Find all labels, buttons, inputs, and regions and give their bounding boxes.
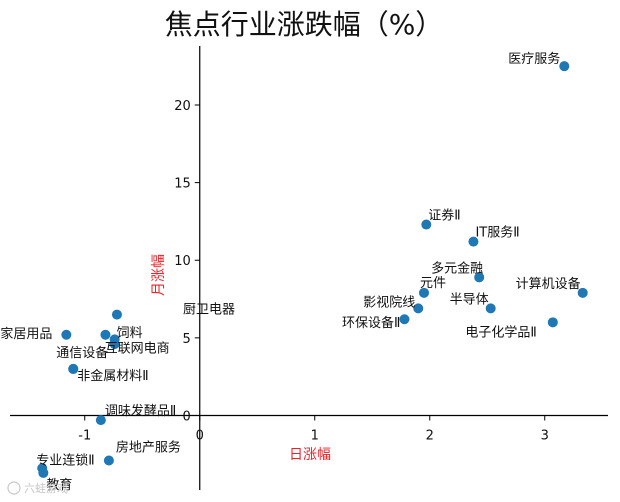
- scatter-point: [547, 317, 558, 328]
- point-label: 电子化学品Ⅱ: [465, 324, 536, 340]
- point-label: 计算机设备: [516, 276, 581, 292]
- scatter-point: [577, 287, 588, 298]
- scatter-point: [111, 309, 122, 320]
- scatter-point: [559, 61, 570, 72]
- scatter-point: [485, 303, 496, 314]
- watermark: 六蛙游戏: [7, 481, 68, 495]
- scatter-point: [61, 329, 72, 340]
- x-tick-label: -1: [78, 428, 91, 443]
- scatter-point: [100, 329, 111, 340]
- point-label: 元件: [420, 276, 446, 291]
- scatter-point: [103, 455, 114, 466]
- y-axis-label: 月涨幅: [151, 254, 167, 296]
- scatter-point: [419, 287, 429, 298]
- y-tick-label: 15: [174, 177, 191, 192]
- scatter-point: [109, 339, 120, 350]
- ticks: -1 0 1 2 3 0 5 10 15 20: [78, 99, 549, 443]
- point-label: 房地产服务: [116, 440, 181, 456]
- x-tick-label: 0: [196, 428, 204, 443]
- data-points: [37, 61, 588, 478]
- point-label: 半导体: [450, 292, 489, 307]
- scatter-point: [399, 314, 410, 325]
- scatter-point: [95, 415, 106, 426]
- point-label: 家居用品: [0, 326, 52, 342]
- y-tick-label: 10: [174, 254, 191, 269]
- scatter-point: [413, 303, 424, 314]
- watermark-text: 六蛙游戏: [24, 482, 68, 495]
- y-tick-label: 0: [182, 409, 190, 424]
- point-label: IT服务Ⅱ: [475, 225, 519, 241]
- point-label: 互联网电商: [105, 341, 170, 356]
- chart-title: 焦点行业涨跌幅（%）: [165, 8, 444, 41]
- point-label: 厨卫电器: [183, 303, 235, 318]
- point-label: 教育: [46, 477, 72, 493]
- point-label: 专业连锁Ⅱ: [36, 452, 94, 468]
- point-label: 多元金融: [431, 260, 483, 276]
- point-label: 环保设备Ⅱ: [342, 315, 400, 331]
- scatter-point: [38, 467, 49, 478]
- scatter-point: [468, 236, 479, 247]
- point-label: 医疗服务: [508, 51, 560, 67]
- y-tick-label: 5: [182, 332, 190, 347]
- x-tick-label: 3: [541, 428, 549, 443]
- scatter-point: [68, 363, 79, 374]
- point-label: 调味发酵品Ⅱ: [105, 403, 176, 419]
- point-label: 通信设备: [56, 345, 108, 361]
- x-axis-label: 日涨幅: [289, 447, 331, 463]
- x-tick-label: 1: [311, 428, 319, 443]
- point-label: 饲料: [117, 326, 143, 341]
- y-tick-label: 20: [174, 99, 191, 114]
- x-tick-label: 2: [426, 428, 434, 443]
- scatter-point: [421, 219, 432, 230]
- point-label: 证券Ⅱ: [428, 208, 460, 224]
- point-label: 影视院线: [363, 295, 415, 310]
- point-label: 非金属材料Ⅱ: [77, 368, 148, 384]
- scatter-point: [474, 272, 485, 283]
